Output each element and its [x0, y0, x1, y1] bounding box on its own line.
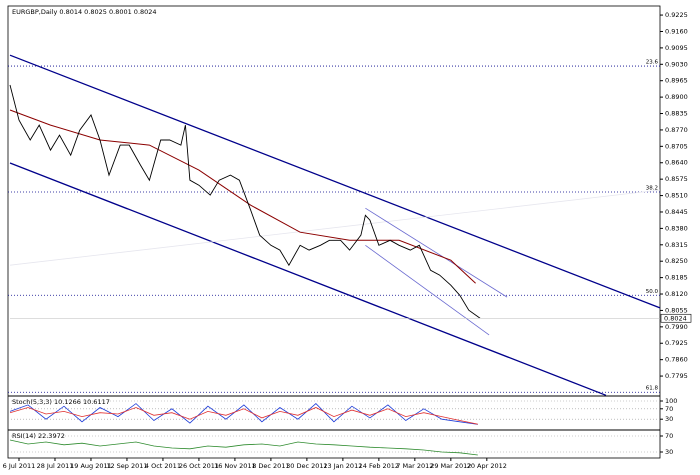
y-tick-label: 70	[665, 405, 673, 413]
y-tick-label: 0.8575	[665, 175, 688, 183]
y-tick-label: 0.8120	[665, 290, 688, 298]
trendline	[9, 162, 607, 396]
x-tick-label: 19 Aug 2011	[70, 462, 112, 470]
x-tick-label: 16 Nov 2011	[214, 462, 256, 470]
x-tick-label: 29 Mar 2012	[430, 462, 471, 470]
x-tick-label: 28 Jul 2011	[37, 462, 74, 470]
fib-label: 38.2	[646, 186, 658, 192]
indicator-line	[9, 403, 478, 425]
fib-label: 23.6	[646, 60, 659, 66]
y-tick-label: 0.8640	[665, 159, 688, 167]
trendline	[9, 189, 661, 266]
y-tick-label: 0.8380	[665, 224, 688, 232]
x-tick-label: 12 Sep 2011	[106, 462, 147, 470]
price-line	[9, 84, 481, 319]
y-tick-label: 0.8445	[665, 208, 688, 216]
y-tick-label: 0.7925	[665, 339, 688, 347]
y-tick-label: 0.8900	[665, 93, 688, 101]
y-tick-label: 0.8055	[665, 306, 688, 314]
chart-title: EURGBP,Daily 0.8014 0.8025 0.8001 0.8024	[12, 8, 157, 16]
y-tick-label: 0.7860	[665, 356, 688, 364]
trendline	[9, 54, 661, 309]
x-tick-label: 30 Dec 2011	[286, 462, 328, 470]
x-tick-label: 4 Oct 2011	[145, 462, 181, 470]
trendline	[365, 244, 490, 336]
x-tick-label: 7 Mar 2012	[396, 462, 433, 470]
y-tick-label: 0.9095	[665, 44, 688, 52]
fib-label: 61.8	[646, 386, 659, 392]
x-tick-label: 6 Jul 2011	[3, 462, 36, 470]
fib-label: 50.0	[646, 289, 659, 295]
y-tick-label: 100	[665, 397, 677, 405]
y-tick-label: 0.8770	[665, 126, 688, 134]
x-tick-label: 8 Dec 2011	[252, 462, 289, 470]
plot-frame	[7, 5, 661, 459]
y-tick-label: 0.9160	[665, 27, 688, 35]
y-tick-label: 0.8510	[665, 192, 688, 200]
y-tick-label: 0.8705	[665, 142, 688, 150]
y-tick-label: 0.7795	[665, 372, 688, 380]
last-price-label: 0.8024	[664, 314, 687, 322]
last-price-box	[660, 313, 692, 323]
y-tick-label: 30	[665, 448, 673, 456]
indicator-title: Stoch(5,3,3) 10.1266 10.6117	[12, 398, 110, 406]
y-tick-label: 0.9030	[665, 60, 688, 68]
y-tick-label: 0.8315	[665, 241, 688, 249]
y-tick-label: 70	[665, 432, 673, 440]
y-tick-label: 0.7990	[665, 323, 688, 331]
y-tick-label: 0.8965	[665, 77, 688, 85]
x-tick-label: 26 Oct 2011	[179, 462, 219, 470]
y-tick-label: 0.9225	[665, 11, 688, 19]
x-tick-label: 20 Apr 2012	[467, 462, 507, 470]
y-tick-label: 30	[665, 415, 673, 423]
y-tick-label: 0.8250	[665, 257, 688, 265]
indicator-line	[9, 407, 478, 425]
x-tick-label: 14 Feb 2012	[359, 462, 399, 470]
trendline	[365, 207, 508, 298]
y-tick-label: 0.8835	[665, 110, 688, 118]
y-tick-label: 0.8185	[665, 274, 688, 282]
indicator-line	[9, 439, 478, 456]
x-tick-label: 23 Jan 2012	[323, 462, 362, 470]
